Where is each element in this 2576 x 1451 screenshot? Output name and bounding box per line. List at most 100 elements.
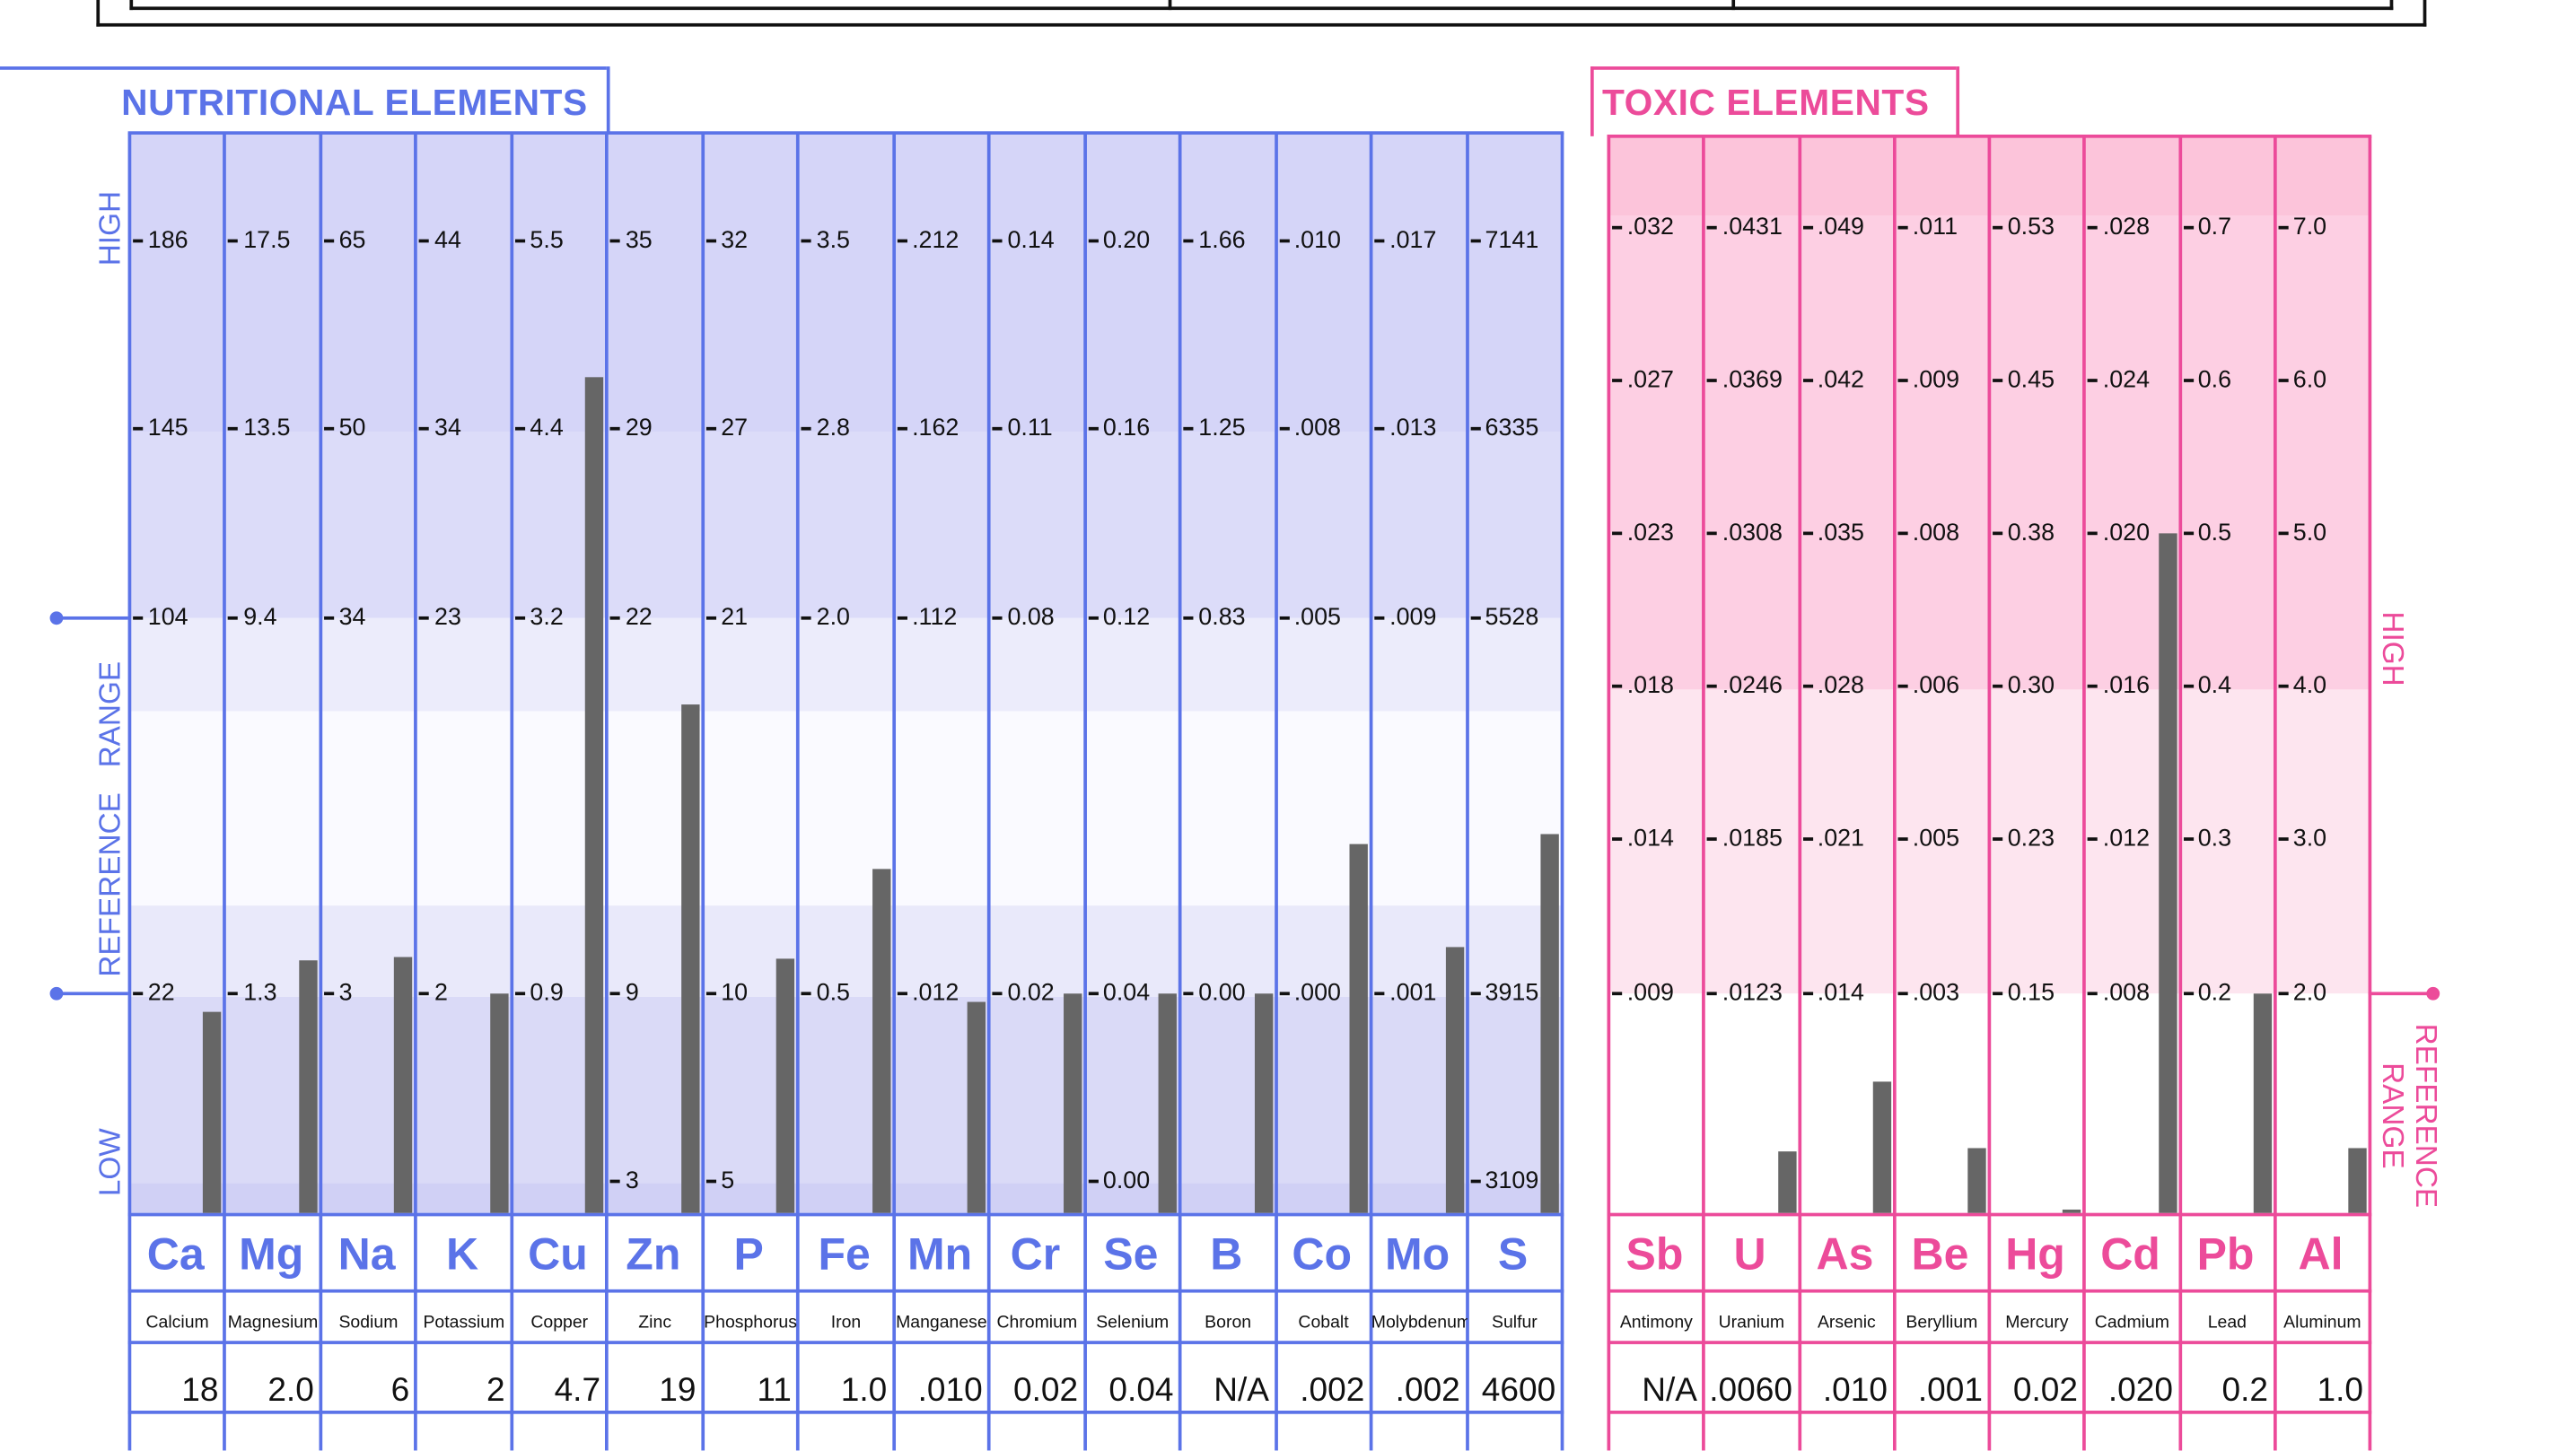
tick-value: 27 bbox=[721, 415, 749, 442]
tick-mark bbox=[610, 427, 621, 431]
tick-label: 7.0 bbox=[2278, 214, 2326, 240]
tick-label: .112 bbox=[897, 605, 957, 632]
tick-label: 0.00 bbox=[1183, 980, 1246, 1007]
tick-value: 3 bbox=[338, 980, 353, 1008]
element-symbol: Sb bbox=[1625, 1229, 1684, 1280]
tick-mark bbox=[1612, 226, 1623, 230]
tick-value: .0431 bbox=[1722, 214, 1783, 241]
tick-label: 0.12 bbox=[1088, 605, 1150, 632]
background-band bbox=[127, 996, 1561, 1184]
column-divider bbox=[701, 133, 705, 1451]
tick-value: 1.25 bbox=[1198, 415, 1246, 442]
tick-mark bbox=[1897, 837, 1908, 842]
tick-label: .0246 bbox=[1707, 673, 1783, 700]
element-name: Zinc bbox=[638, 1312, 672, 1333]
tick-value: 2.8 bbox=[816, 415, 851, 442]
tick-mark bbox=[2278, 226, 2289, 230]
background-band bbox=[127, 133, 1561, 433]
tick-label: 0.53 bbox=[1993, 214, 2055, 240]
tick-value: 21 bbox=[721, 604, 749, 632]
tick-mark bbox=[1612, 685, 1623, 688]
tick-mark bbox=[992, 239, 1003, 243]
tick-label: 1.25 bbox=[1183, 415, 1246, 442]
tick-mark bbox=[705, 239, 716, 243]
tick-value: 0.3 bbox=[2197, 826, 2232, 852]
tick-value: .032 bbox=[1626, 214, 1675, 241]
tick-label: 0.11 bbox=[992, 415, 1053, 442]
tick-value: 4.0 bbox=[2292, 672, 2327, 700]
tick-label: .020 bbox=[2088, 520, 2150, 547]
tick-mark bbox=[1802, 685, 1813, 688]
element-symbol: Al bbox=[2298, 1229, 2344, 1280]
tick-value: 0.15 bbox=[2007, 980, 2055, 1008]
tick-mark bbox=[1897, 531, 1908, 536]
result-bar bbox=[1967, 1148, 1986, 1213]
tick-value: 65 bbox=[338, 227, 366, 255]
tick-label: 0.02 bbox=[992, 980, 1055, 1007]
tick-value: 22 bbox=[147, 980, 175, 1008]
tick-value: .0185 bbox=[1722, 826, 1783, 852]
tick-label: 5.0 bbox=[2278, 520, 2326, 547]
column-divider bbox=[891, 133, 896, 1451]
tick-mark bbox=[897, 239, 907, 243]
tick-label: .011 bbox=[1897, 214, 1958, 241]
column-divider bbox=[605, 133, 609, 1451]
tick-label: 2 bbox=[419, 980, 448, 1007]
tick-mark bbox=[610, 992, 621, 996]
tick-value: 0.5 bbox=[2197, 520, 2232, 547]
element-symbol: Cr bbox=[1010, 1229, 1061, 1280]
tick-value: 5 bbox=[721, 1167, 735, 1195]
tick-label: .008 bbox=[2088, 980, 2150, 1007]
tick-mark bbox=[228, 427, 239, 431]
result-bar bbox=[680, 704, 700, 1213]
reference-marker-line bbox=[56, 992, 128, 996]
element-symbol: Cu bbox=[528, 1229, 588, 1280]
element-name: Mercury bbox=[2005, 1312, 2069, 1333]
tick-label: 0.15 bbox=[1993, 980, 2055, 1007]
element-symbol: As bbox=[1816, 1229, 1874, 1280]
column-divider bbox=[1702, 135, 1706, 1451]
tick-value: .014 bbox=[1817, 980, 1865, 1008]
element-name: Uranium bbox=[1718, 1312, 1785, 1333]
tick-label: 9 bbox=[610, 980, 639, 1007]
tick-mark bbox=[2088, 837, 2098, 842]
tick-value: 0.9 bbox=[530, 980, 564, 1008]
element-name: Boron bbox=[1205, 1312, 1252, 1333]
tick-label: 1.3 bbox=[228, 980, 277, 1007]
result-bar bbox=[2348, 1148, 2367, 1213]
result-bar bbox=[489, 993, 509, 1213]
tick-label: .012 bbox=[897, 980, 959, 1007]
tick-mark bbox=[1707, 837, 1718, 842]
tick-mark bbox=[1897, 226, 1908, 230]
tick-label: 2.0 bbox=[801, 605, 850, 632]
tick-label: 0.7 bbox=[2183, 214, 2231, 240]
tick-mark bbox=[1279, 992, 1290, 996]
tick-mark bbox=[514, 616, 525, 620]
tick-label: .006 bbox=[1897, 673, 1959, 700]
column-divider bbox=[1082, 133, 1087, 1451]
tick-mark bbox=[2183, 837, 2194, 842]
tick-label: 13.5 bbox=[228, 415, 290, 442]
tick-value: 0.30 bbox=[2007, 672, 2055, 700]
tick-label: 3915 bbox=[1469, 980, 1539, 1008]
tick-label: 0.4 bbox=[2183, 673, 2231, 700]
element-name: Phosphorus bbox=[704, 1312, 797, 1333]
tick-value: .112 bbox=[912, 604, 958, 632]
tick-mark bbox=[1707, 992, 1718, 996]
element-result: .0060 bbox=[1709, 1372, 1792, 1410]
tick-value: 0.16 bbox=[1102, 415, 1151, 442]
tick-label: .016 bbox=[2088, 673, 2150, 700]
tick-mark bbox=[2088, 379, 2098, 383]
tick-value: 6.0 bbox=[2292, 367, 2327, 394]
tick-label: 145 bbox=[133, 415, 188, 442]
result-bar bbox=[1872, 1081, 1891, 1213]
tick-mark bbox=[897, 616, 907, 620]
header-table-inner bbox=[129, 0, 2394, 11]
tick-label: 29 bbox=[610, 415, 653, 442]
tick-value: 3915 bbox=[1485, 980, 1539, 1008]
tick-value: .011 bbox=[1912, 214, 1958, 241]
element-result: 18 bbox=[181, 1372, 219, 1410]
tick-label: .018 bbox=[1612, 673, 1674, 700]
tick-mark bbox=[514, 427, 525, 431]
tick-value: 0.2 bbox=[2197, 980, 2232, 1008]
